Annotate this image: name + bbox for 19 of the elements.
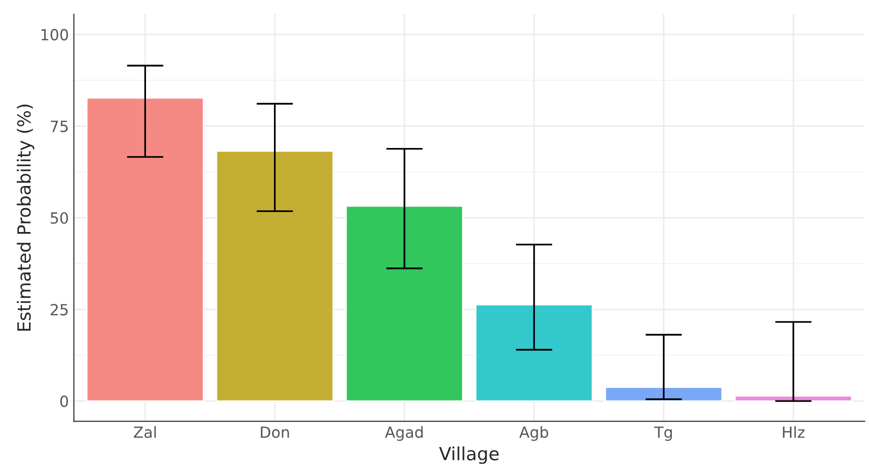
x-tick-label: Zal <box>134 426 156 438</box>
y-tick-label: 25 <box>50 304 68 316</box>
x-axis-title: Village <box>439 446 499 464</box>
bar <box>604 386 723 402</box>
y-axis-title: Estimated Probability (%) <box>16 104 34 331</box>
x-tick-label: Don <box>260 426 289 438</box>
y-tick-label: 50 <box>50 212 68 224</box>
y-tick-label: 75 <box>50 120 68 132</box>
x-tick-label: Agad <box>384 426 423 441</box>
bar <box>734 395 852 402</box>
bar <box>475 304 594 402</box>
bar <box>216 150 334 402</box>
x-tick-label: Hlz <box>782 426 805 438</box>
x-tick-label: Tg <box>654 426 672 441</box>
y-tick-label: 100 <box>42 28 68 40</box>
x-tick-label: Agb <box>519 426 548 441</box>
bar <box>345 205 464 402</box>
y-tick-label: 0 <box>60 396 68 408</box>
bar <box>86 97 204 402</box>
